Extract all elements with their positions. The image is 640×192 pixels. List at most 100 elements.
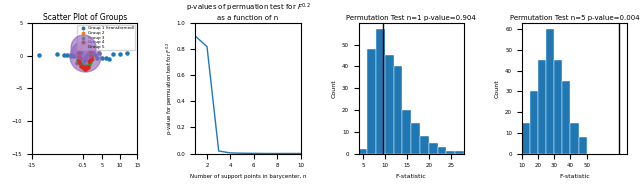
- Group 1 (transformed): [83, 46, 93, 49]
- Group 1 (transformed): [87, 57, 97, 60]
- Group 2: [86, 57, 96, 60]
- Group 1 (transformed): [79, 60, 89, 63]
- Group 4: [79, 42, 90, 45]
- Group 1 (transformed): [76, 57, 86, 60]
- Group 2: [79, 66, 89, 69]
- Group 3: [74, 52, 84, 55]
- Group 4: [74, 47, 84, 50]
- Title: Scatter Plot of Groups: Scatter Plot of Groups: [42, 13, 127, 22]
- Group 4: [83, 44, 93, 47]
- Y-axis label: p-value for permuation test for $F^{0.2}$: p-value for permuation test for $F^{0.2}…: [165, 41, 175, 135]
- Group 1 (transformed): [97, 57, 108, 60]
- Group 1 (transformed): [51, 53, 61, 56]
- Group 1 (transformed): [79, 65, 89, 68]
- Group 1 (transformed): [58, 54, 68, 57]
- Group 2: [76, 46, 86, 49]
- Group 2: [81, 66, 92, 70]
- Group 1 (transformed): [84, 46, 94, 49]
- Group 1 (transformed): [81, 55, 92, 58]
- Group 1 (transformed): [115, 52, 125, 55]
- Group 4: [86, 55, 96, 58]
- Bar: [385, 55, 394, 154]
- Bar: [579, 137, 587, 154]
- Bar: [403, 110, 412, 154]
- Group 4: [82, 44, 92, 47]
- Group 1 (transformed): [80, 63, 90, 66]
- Bar: [438, 147, 446, 154]
- Group 1 (transformed): [75, 56, 85, 60]
- Bar: [570, 122, 579, 154]
- Group 3: [86, 55, 96, 58]
- Group 2: [75, 47, 85, 50]
- Bar: [412, 123, 420, 154]
- Group 4: [74, 57, 84, 60]
- Group 3: [85, 61, 95, 64]
- Bar: [394, 66, 403, 154]
- Group 2: [84, 46, 95, 49]
- Group 4: [84, 60, 95, 63]
- Group 3: [74, 55, 84, 59]
- Group 4: [83, 65, 93, 68]
- Group 1 (transformed): [69, 55, 79, 58]
- Group 5: [79, 54, 90, 57]
- Group 3: [74, 58, 84, 61]
- Bar: [367, 49, 376, 154]
- Group 2: [76, 65, 86, 68]
- Group 1 (transformed): [67, 53, 77, 56]
- Bar: [530, 91, 538, 154]
- Group 3: [77, 42, 88, 45]
- Group 1 (transformed): [66, 53, 76, 56]
- Group 1 (transformed): [92, 56, 102, 59]
- Group 2: [83, 44, 93, 47]
- Group 1 (transformed): [65, 55, 76, 58]
- Group 2: [87, 55, 97, 58]
- Group 2: [74, 55, 84, 58]
- Group 3: [84, 47, 95, 50]
- Group 1 (transformed): [72, 61, 82, 64]
- Bar: [429, 143, 438, 154]
- Bar: [563, 81, 570, 154]
- Group 4: [74, 55, 84, 59]
- Group 1 (transformed): [104, 57, 115, 60]
- Bar: [358, 149, 367, 154]
- Group 2: [83, 63, 93, 66]
- Title: p-values of permuation test for $F^{0.2}$
as a function of n: p-values of permuation test for $F^{0.2}…: [186, 2, 310, 21]
- Group 1 (transformed): [34, 54, 44, 57]
- Group 2: [79, 43, 89, 46]
- Group 1 (transformed): [86, 54, 97, 57]
- Group 4: [78, 65, 88, 68]
- Group 3: [74, 45, 84, 48]
- Group 4: [79, 67, 90, 70]
- Group 2: [85, 49, 95, 52]
- Group 2: [82, 42, 92, 45]
- Group 1 (transformed): [93, 51, 104, 55]
- Group 4: [77, 42, 88, 45]
- Group 3: [84, 45, 94, 48]
- X-axis label: F-statistic: F-statistic: [559, 174, 590, 179]
- Group 2: [72, 58, 83, 61]
- Group 4: [86, 49, 96, 52]
- Group 3: [74, 61, 84, 64]
- Group 1 (transformed): [83, 52, 93, 55]
- Group 1 (transformed): [72, 52, 83, 55]
- Group 4: [84, 47, 95, 50]
- Group 1 (transformed): [108, 52, 118, 55]
- Group 1 (transformed): [76, 51, 86, 54]
- Group 3: [86, 57, 96, 60]
- Y-axis label: Count: Count: [495, 79, 500, 98]
- Group 3: [76, 63, 86, 66]
- Y-axis label: Count: Count: [332, 79, 336, 98]
- Group 1 (transformed): [100, 57, 111, 60]
- Group 1 (transformed): [88, 52, 98, 55]
- Group 1 (transformed): [90, 54, 100, 57]
- Group 4: [76, 65, 86, 68]
- Group 3: [82, 66, 92, 69]
- Group 3: [81, 42, 92, 46]
- Group 1 (transformed): [81, 57, 91, 60]
- Bar: [522, 122, 530, 154]
- Bar: [554, 60, 563, 154]
- Group 3: [84, 63, 94, 66]
- Group 3: [79, 42, 90, 46]
- Title: Permutation Test n=1 p-value=0.904: Permutation Test n=1 p-value=0.904: [346, 15, 476, 21]
- Legend: Group 1 (transformed), Group 2, Group 3, Group 4, Group 5: Group 1 (transformed), Group 2, Group 3,…: [77, 25, 135, 50]
